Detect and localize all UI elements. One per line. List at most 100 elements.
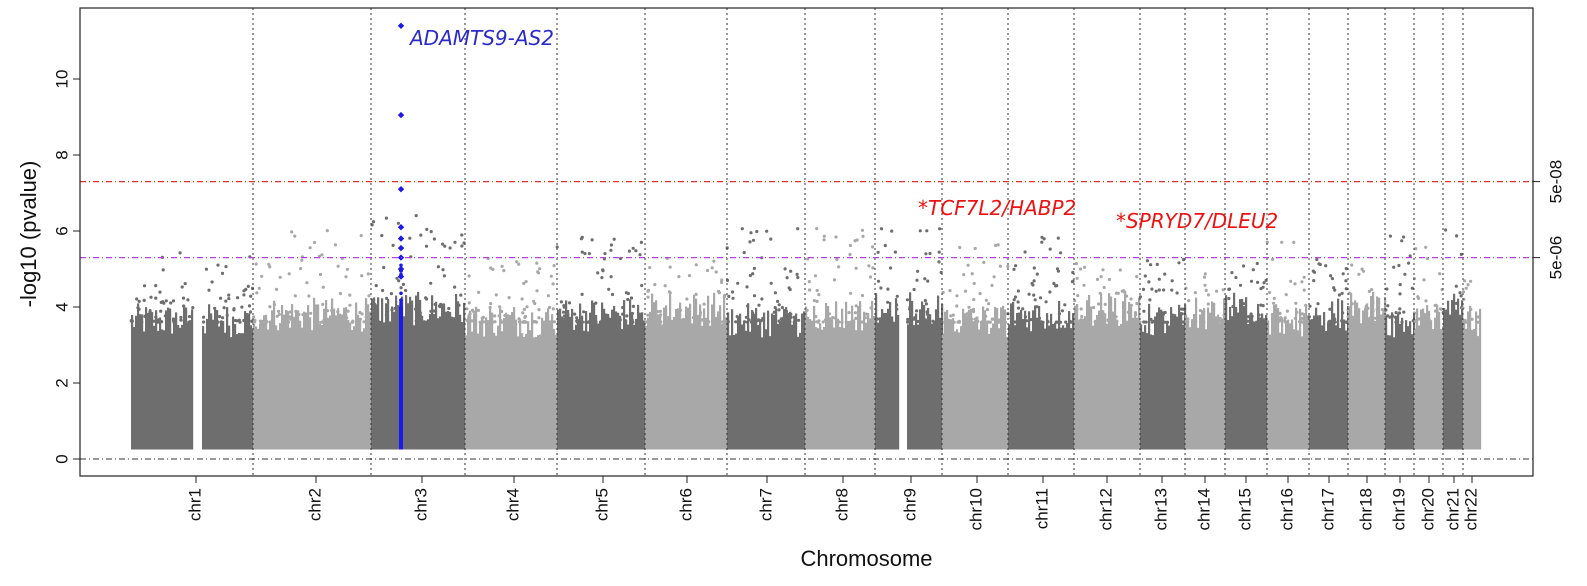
- point-column: [135, 315, 138, 450]
- point: [587, 252, 592, 256]
- point-column: [543, 322, 546, 450]
- point: [713, 320, 717, 324]
- point: [967, 305, 971, 309]
- point: [905, 298, 910, 302]
- point: [1340, 319, 1344, 323]
- point-column: [393, 311, 396, 450]
- point: [296, 320, 300, 324]
- point-column: [1154, 316, 1157, 450]
- point-column: [246, 313, 249, 450]
- point: [707, 320, 711, 324]
- point-column: [1420, 309, 1423, 450]
- point: [1444, 228, 1448, 232]
- point-column: [1337, 298, 1340, 450]
- point: [545, 313, 549, 317]
- highlight-point: [399, 304, 403, 309]
- point-column: [493, 332, 496, 450]
- point: [860, 228, 865, 232]
- point-column: [647, 317, 650, 450]
- point: [849, 291, 853, 295]
- point-column: [405, 295, 408, 450]
- point: [380, 233, 384, 238]
- point-column: [1207, 307, 1210, 450]
- point-column: [367, 304, 370, 450]
- point: [436, 265, 440, 269]
- point: [808, 288, 812, 292]
- point: [814, 314, 818, 319]
- point: [1466, 283, 1470, 287]
- point: [381, 288, 385, 293]
- point-column: [972, 321, 975, 450]
- point: [213, 306, 217, 310]
- point: [677, 319, 681, 323]
- point: [658, 309, 663, 313]
- point: [182, 307, 187, 311]
- x-tick-label: chr1: [185, 488, 204, 521]
- gene-annotation: *TCF7L2/HABP2: [918, 196, 1076, 220]
- point-column: [1267, 320, 1270, 450]
- point: [1059, 251, 1063, 255]
- point-column: [919, 309, 922, 450]
- point-column: [305, 312, 308, 450]
- point: [404, 288, 408, 293]
- point: [985, 307, 990, 312]
- point: [621, 305, 625, 310]
- point: [425, 227, 429, 231]
- point: [793, 317, 797, 321]
- point: [680, 319, 684, 323]
- point-column: [1249, 314, 1252, 450]
- point: [1355, 320, 1359, 324]
- point: [1361, 269, 1366, 273]
- point-column: [1354, 300, 1357, 450]
- point: [171, 299, 176, 303]
- point-column: [603, 308, 606, 450]
- point: [634, 249, 638, 253]
- point-column: [1213, 303, 1216, 450]
- point: [864, 312, 868, 316]
- points-chr4: [465, 256, 558, 450]
- point-column: [1360, 323, 1363, 450]
- point: [618, 318, 622, 322]
- point: [163, 314, 167, 318]
- point: [142, 298, 146, 302]
- point: [180, 285, 184, 289]
- point: [224, 265, 228, 269]
- point: [493, 314, 497, 318]
- point: [1124, 320, 1128, 324]
- point-column: [1172, 313, 1175, 450]
- point-column: [319, 323, 322, 450]
- point-column: [669, 294, 672, 450]
- point-column: [939, 317, 942, 450]
- point: [512, 316, 516, 320]
- point-column: [763, 312, 766, 450]
- point: [1261, 320, 1265, 324]
- point-column: [377, 297, 380, 450]
- point-column: [455, 293, 458, 450]
- point-column: [529, 330, 532, 450]
- point: [734, 320, 738, 324]
- point: [1402, 310, 1406, 314]
- point: [329, 320, 333, 324]
- point-column: [631, 312, 634, 450]
- point: [555, 245, 559, 249]
- point: [755, 229, 759, 234]
- point: [876, 250, 880, 254]
- point: [1341, 311, 1345, 315]
- point-column: [1004, 309, 1007, 450]
- point-column: [1380, 314, 1383, 450]
- point: [1346, 315, 1350, 319]
- point: [723, 293, 727, 297]
- point: [1170, 288, 1174, 292]
- point: [171, 317, 176, 321]
- point-column: [891, 316, 894, 450]
- point-column: [1092, 325, 1095, 450]
- point: [468, 312, 472, 316]
- point-column: [845, 301, 848, 450]
- point-column: [881, 309, 884, 450]
- point-column: [1044, 328, 1047, 450]
- point-column: [1108, 293, 1111, 450]
- point-column: [353, 326, 356, 450]
- point-column: [537, 335, 540, 450]
- point-column: [665, 305, 668, 450]
- point-column: [175, 312, 178, 450]
